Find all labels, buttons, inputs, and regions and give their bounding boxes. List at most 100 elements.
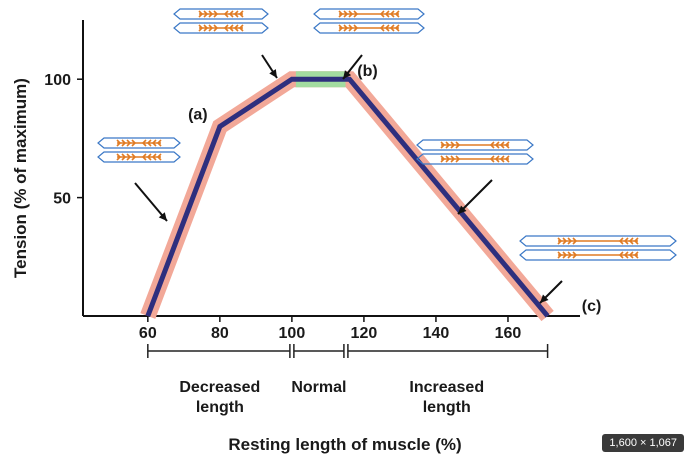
myosin-head xyxy=(450,155,456,163)
myosin-head xyxy=(557,251,563,259)
region-label: length xyxy=(423,399,471,416)
myosin-head xyxy=(208,24,214,32)
myosin-head xyxy=(384,24,390,32)
pointer-arrow xyxy=(261,54,278,79)
x-tick-label: 160 xyxy=(495,325,522,342)
myosin-head xyxy=(343,24,349,32)
myosin-head xyxy=(567,237,573,245)
myosin-head xyxy=(233,10,239,18)
myosin-head xyxy=(633,237,639,245)
y-tick-label: 50 xyxy=(53,191,71,208)
x-tick-label: 120 xyxy=(351,325,378,342)
myosin-head xyxy=(348,24,354,32)
myosin-head xyxy=(156,153,162,161)
myosin-head xyxy=(628,251,634,259)
myosin-head xyxy=(121,139,127,147)
z-line-box xyxy=(519,249,677,261)
myosin-head xyxy=(379,24,385,32)
region-bracket: Increased length xyxy=(347,344,549,416)
myosin-head xyxy=(121,153,127,161)
annotation-label: (b) xyxy=(357,63,377,80)
region-label: Increased xyxy=(409,379,484,396)
image-size-badge: 1,600 × 1,067 xyxy=(602,434,684,452)
series-line xyxy=(145,76,550,318)
myosin-head xyxy=(494,141,500,149)
z-line-box xyxy=(97,151,181,163)
z-line-box xyxy=(416,139,534,151)
myosin-head xyxy=(131,139,137,147)
z-line-box xyxy=(416,153,534,165)
myosin-head xyxy=(445,155,451,163)
sarcomere-icon xyxy=(519,235,677,261)
series-halo xyxy=(140,71,554,322)
myosin-head xyxy=(440,141,446,149)
myosin-head xyxy=(504,155,510,163)
region-bracket: Decreased length xyxy=(147,344,291,416)
region-bracket: Normal xyxy=(291,344,346,396)
arrow-head xyxy=(158,212,167,221)
z-line-box xyxy=(313,8,425,20)
sarcomere-icon xyxy=(313,8,425,34)
myosin-head xyxy=(618,237,624,245)
myosin-head xyxy=(353,10,359,18)
region-label: Decreased xyxy=(179,379,260,396)
myosin-head xyxy=(394,24,400,32)
region-label: length xyxy=(196,399,244,416)
myosin-head xyxy=(557,237,563,245)
annotation-label: (c) xyxy=(582,298,602,315)
myosin-head xyxy=(348,10,354,18)
myosin-head xyxy=(213,10,219,18)
myosin-head xyxy=(151,153,157,161)
sarcomere-icon xyxy=(97,137,181,163)
region-label: Normal xyxy=(291,379,346,396)
myosin-head xyxy=(203,24,209,32)
myosin-head xyxy=(116,153,122,161)
arrow-head xyxy=(343,70,352,79)
myosin-head xyxy=(499,155,505,163)
tick-labels: 60 80 100 120 140 160 50 100 xyxy=(44,72,521,342)
myosin-head xyxy=(623,251,629,259)
myosin-head xyxy=(146,153,152,161)
myosin-head xyxy=(489,141,495,149)
myosin-head xyxy=(379,10,385,18)
myosin-head xyxy=(440,155,446,163)
x-tick-label: 100 xyxy=(279,325,306,342)
myosin-head xyxy=(343,10,349,18)
line-halo xyxy=(140,71,554,322)
myosin-head xyxy=(455,141,461,149)
tension-series xyxy=(145,76,550,318)
myosin-head xyxy=(238,24,244,32)
arrow-head xyxy=(269,69,277,78)
myosin-head xyxy=(238,10,244,18)
myosin-head xyxy=(141,153,147,161)
myosin-head xyxy=(223,10,229,18)
myosin-head xyxy=(572,237,578,245)
x-tick-label: 140 xyxy=(423,325,450,342)
myosin-head xyxy=(633,251,639,259)
myosin-head xyxy=(233,24,239,32)
z-line-box xyxy=(519,235,677,247)
myosin-head xyxy=(126,153,132,161)
region-brackets: Decreased length Normal Increased length xyxy=(147,344,549,416)
myosin-head xyxy=(198,24,204,32)
myosin-head xyxy=(126,139,132,147)
myosin-head xyxy=(338,10,344,18)
myosin-head xyxy=(198,10,204,18)
annotations: (a) (b) (c) xyxy=(188,63,601,315)
myosin-head xyxy=(567,251,573,259)
y-tick-label: 100 xyxy=(44,72,71,89)
annotation-label: (a) xyxy=(188,107,208,124)
myosin-head xyxy=(389,10,395,18)
myosin-head xyxy=(455,155,461,163)
arrow-head xyxy=(540,294,549,303)
sarcomere-icon xyxy=(173,8,269,34)
pointer-arrow xyxy=(457,179,493,215)
sarcomere-icon xyxy=(416,139,534,165)
myosin-head xyxy=(499,141,505,149)
y-axis-title: Tension (% of maximum) xyxy=(11,78,30,278)
myosin-head xyxy=(146,139,152,147)
z-line-box xyxy=(313,22,425,34)
pointer-arrow xyxy=(539,280,563,304)
arrow-shaft xyxy=(134,182,168,222)
